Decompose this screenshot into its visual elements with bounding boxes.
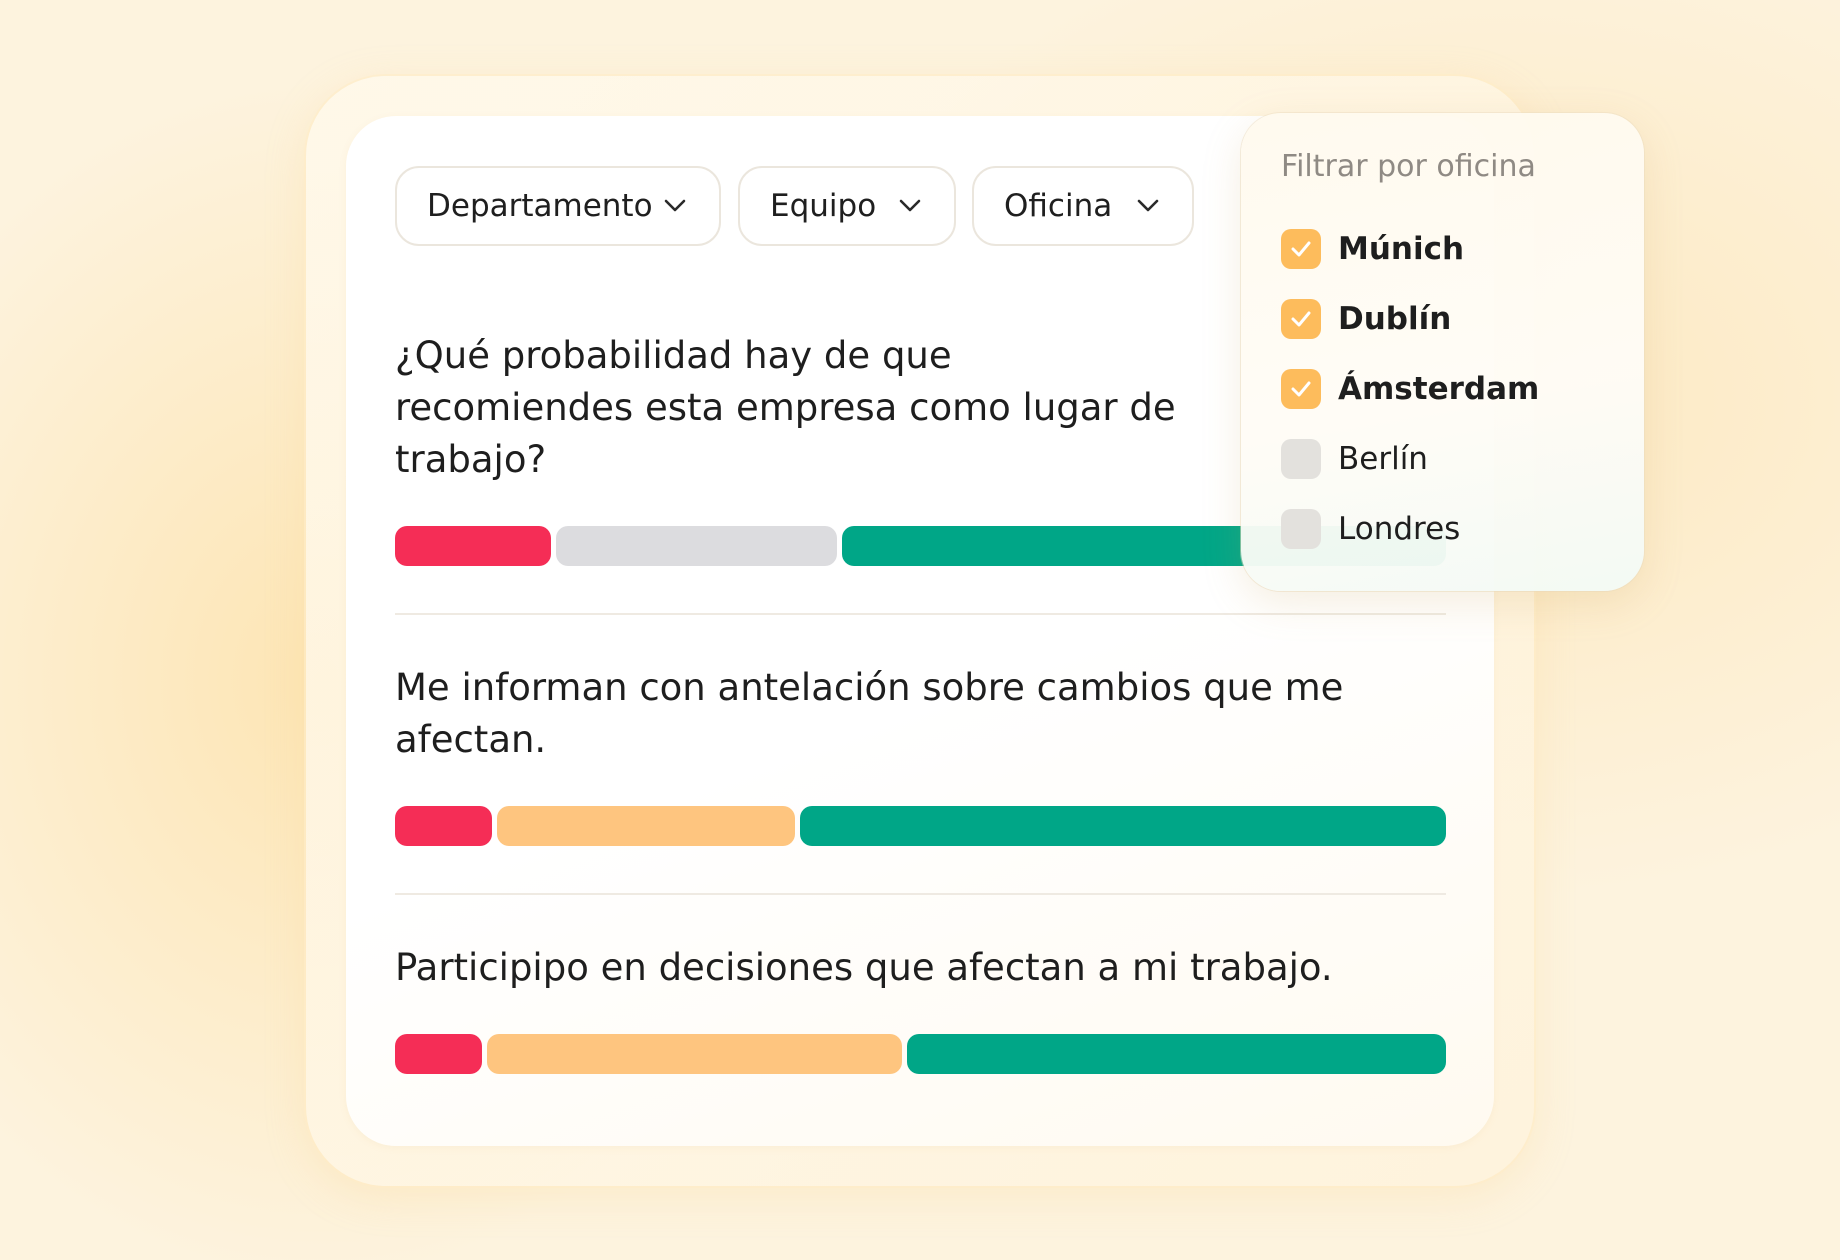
filter-option-label: Múnich xyxy=(1338,231,1465,267)
filter-option-label: Ámsterdam xyxy=(1338,371,1540,407)
checkbox[interactable] xyxy=(1281,299,1321,339)
response-bar xyxy=(395,1034,1446,1074)
bar-segment-positive xyxy=(800,806,1446,846)
bar-segment-neutral xyxy=(497,806,795,846)
filter-option-berlin[interactable]: Berlín xyxy=(1281,439,1428,479)
filter-option-dublin[interactable]: Dublín xyxy=(1281,299,1451,339)
department-dropdown-label: Departamento xyxy=(427,188,653,224)
team-dropdown[interactable]: Equipo xyxy=(738,166,956,246)
bar-segment-negative xyxy=(395,806,492,846)
office-filter-title: Filtrar por oficina xyxy=(1281,149,1536,184)
bar-segment-negative xyxy=(395,526,551,566)
filter-option-label: Berlín xyxy=(1338,441,1428,477)
filter-option-label: Dublín xyxy=(1338,301,1452,337)
checkbox[interactable] xyxy=(1281,369,1321,409)
filter-option-amsterdam[interactable]: Ámsterdam xyxy=(1281,369,1539,409)
divider xyxy=(395,613,1446,615)
office-filter-panel: Filtrar por oficina Múnich Dublín Ámster… xyxy=(1241,113,1644,591)
bar-segment-negative xyxy=(395,1034,482,1074)
department-dropdown[interactable]: Departamento xyxy=(395,166,721,246)
checkbox[interactable] xyxy=(1281,439,1321,479)
check-icon xyxy=(1291,381,1311,397)
checkbox[interactable] xyxy=(1281,509,1321,549)
chevron-down-icon xyxy=(892,188,928,224)
question-text: ¿Qué probabilidad hay de que recomiendes… xyxy=(395,334,1176,481)
bar-segment-positive xyxy=(907,1034,1446,1074)
office-dropdown[interactable]: Oficina xyxy=(972,166,1194,246)
checkbox[interactable] xyxy=(1281,229,1321,269)
check-icon xyxy=(1291,241,1311,257)
divider xyxy=(395,893,1446,895)
filter-option-london[interactable]: Londres xyxy=(1281,509,1460,549)
chevron-down-icon xyxy=(657,188,693,224)
chevron-down-icon xyxy=(1130,188,1166,224)
bar-segment-neutral xyxy=(556,526,837,566)
question-text: Me informan con antelación sobre cambios… xyxy=(395,666,1344,761)
office-dropdown-label: Oficina xyxy=(1004,188,1113,224)
response-bar xyxy=(395,806,1446,846)
team-dropdown-label: Equipo xyxy=(770,188,877,224)
check-icon xyxy=(1291,311,1311,327)
filter-option-munich[interactable]: Múnich xyxy=(1281,229,1464,269)
bar-segment-neutral xyxy=(487,1034,902,1074)
question-text: Participipo en decisiones que afectan a … xyxy=(395,946,1333,989)
filter-option-label: Londres xyxy=(1338,511,1461,547)
